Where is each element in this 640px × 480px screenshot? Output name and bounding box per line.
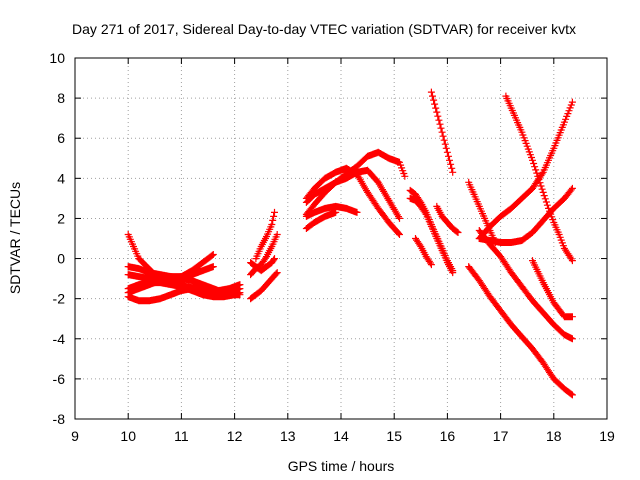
x-tick-label: 12 bbox=[227, 428, 243, 444]
series-track-15 bbox=[302, 208, 340, 232]
y-tick-label: -8 bbox=[53, 411, 66, 427]
data-points bbox=[465, 263, 576, 399]
series-track-18 bbox=[412, 235, 435, 269]
x-tick-label: 18 bbox=[546, 428, 562, 444]
y-axis-label: SDTVAR / TECUs bbox=[7, 182, 23, 294]
data-points bbox=[427, 88, 457, 176]
x-tick-label: 19 bbox=[599, 428, 615, 444]
y-tick-label: 4 bbox=[57, 170, 65, 186]
series-track-26 bbox=[502, 92, 576, 265]
x-tick-label: 9 bbox=[71, 428, 79, 444]
data-points bbox=[502, 92, 576, 265]
series-track-20 bbox=[433, 202, 462, 236]
series-track-6 bbox=[124, 251, 217, 297]
y-tick-label: 10 bbox=[49, 50, 65, 66]
series-track-10 bbox=[252, 208, 278, 263]
series-track-22 bbox=[465, 263, 576, 399]
x-tick-label: 17 bbox=[493, 428, 509, 444]
y-tick-label: 8 bbox=[57, 90, 65, 106]
chart-title: Day 271 of 2017, Sidereal Day-to-day VTE… bbox=[72, 21, 576, 37]
x-tick-label: 16 bbox=[440, 428, 456, 444]
x-tick-label: 15 bbox=[386, 428, 402, 444]
data-points bbox=[247, 269, 281, 303]
y-tick-label: -4 bbox=[53, 331, 66, 347]
data-points bbox=[252, 208, 278, 263]
series-track-19 bbox=[427, 88, 457, 176]
y-tick-labels: -8 -6 -4 -2 0 2 4 6 8 10 bbox=[49, 50, 65, 427]
data-points bbox=[247, 255, 278, 275]
y-tick-label: -6 bbox=[53, 371, 66, 387]
series-track-17 bbox=[406, 194, 457, 277]
x-axis-label: GPS time / hours bbox=[288, 458, 395, 474]
y-tick-label: 2 bbox=[57, 210, 65, 226]
series-track-27 bbox=[529, 257, 576, 321]
y-tick-label: -2 bbox=[53, 291, 66, 307]
data-points bbox=[406, 194, 457, 277]
series-track-14 bbox=[302, 202, 361, 220]
data-points bbox=[433, 202, 462, 236]
data-points bbox=[529, 257, 576, 321]
data-points bbox=[302, 208, 340, 232]
x-tick-labels: 9 10 11 12 13 14 15 16 17 18 19 bbox=[71, 428, 615, 444]
x-tick-label: 13 bbox=[280, 428, 296, 444]
plot-frame bbox=[74, 57, 608, 420]
data-points bbox=[412, 235, 435, 269]
series-track-8 bbox=[247, 269, 281, 303]
series-track-9 bbox=[247, 255, 278, 275]
y-tick-label: 0 bbox=[57, 251, 65, 267]
x-tick-label: 14 bbox=[333, 428, 349, 444]
series-layer bbox=[124, 88, 576, 399]
x-tick-label: 10 bbox=[120, 428, 136, 444]
y-tick-label: 6 bbox=[57, 130, 65, 146]
x-tick-label: 11 bbox=[174, 428, 189, 444]
data-points bbox=[124, 251, 217, 297]
data-points bbox=[302, 202, 361, 220]
